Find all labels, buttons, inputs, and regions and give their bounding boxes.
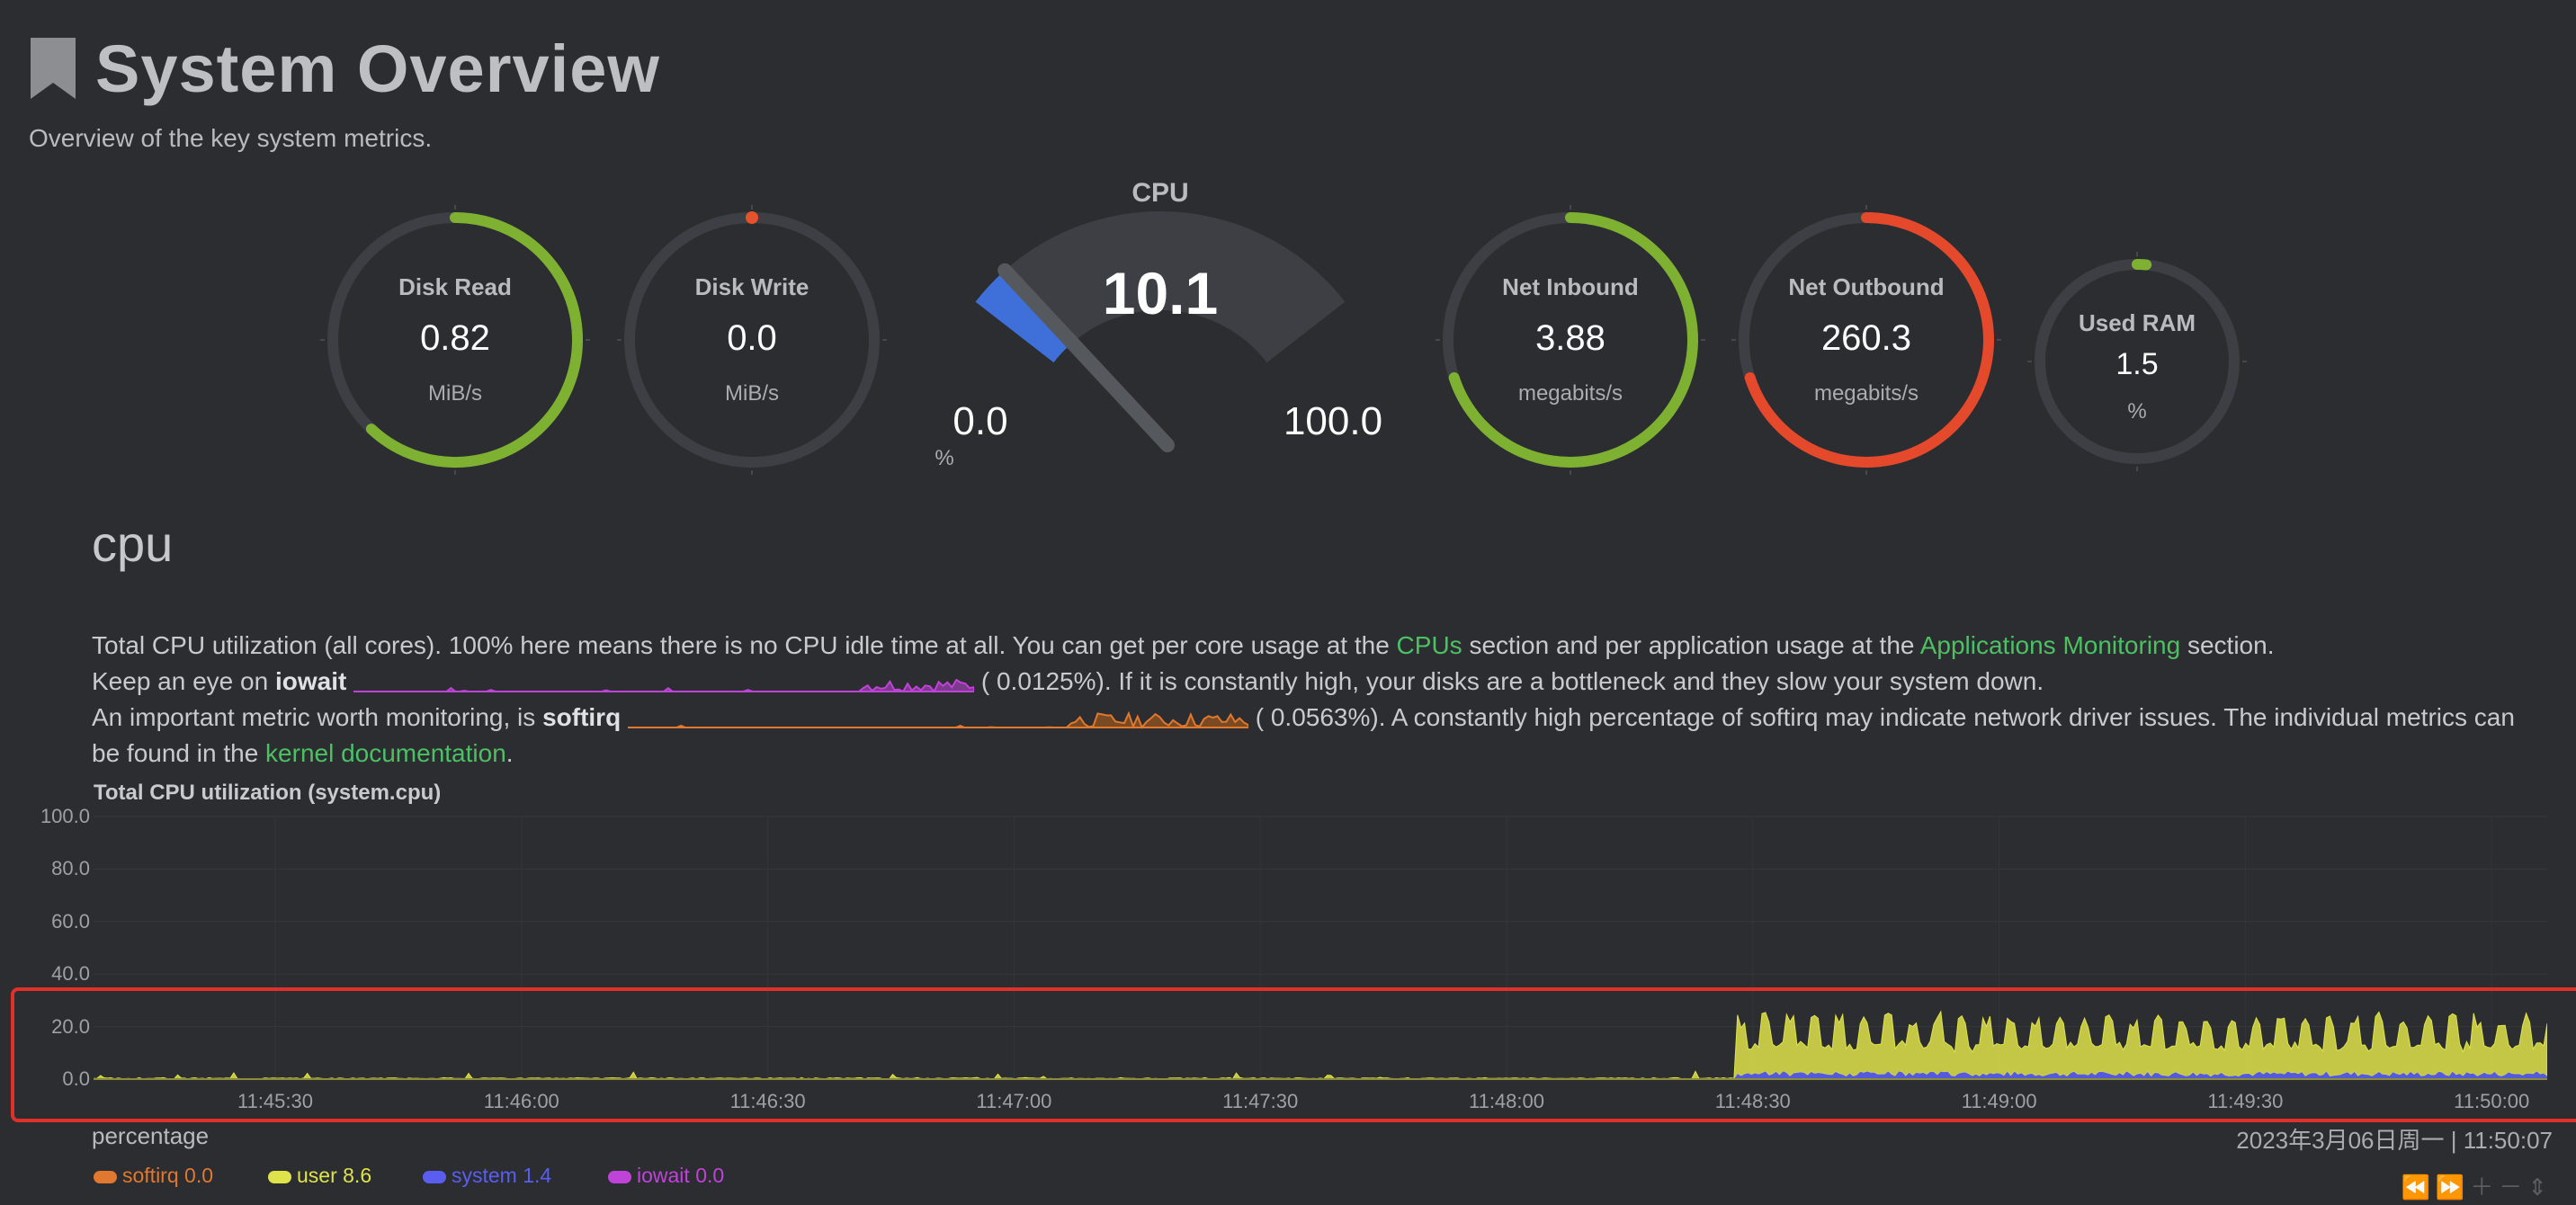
gauge-ring bbox=[617, 205, 887, 475]
cpus-link[interactable]: CPUs bbox=[1396, 631, 1462, 659]
chart-timestamp: 2023年3月06日周一 | 11:50:07 bbox=[2236, 1127, 2553, 1154]
gauge-fill bbox=[1448, 212, 1698, 468]
iowait-sparkline[interactable] bbox=[353, 670, 976, 697]
cpu-utilization-chart[interactable] bbox=[94, 809, 2547, 1088]
x-tick-label: 11:48:00 bbox=[1468, 1090, 1544, 1112]
highlight-box bbox=[11, 987, 2576, 1122]
gauge-fill bbox=[1744, 212, 1994, 468]
gauge-unit: MiB/s bbox=[725, 381, 779, 406]
gauge-value: 0.82 bbox=[420, 318, 490, 358]
text: . bbox=[505, 739, 514, 767]
y-tick-label: 80.0 bbox=[51, 857, 90, 880]
chart-units: percentage bbox=[92, 1122, 210, 1149]
section-title: cpu bbox=[92, 515, 174, 572]
y-tick-label: 20.0 bbox=[51, 1014, 90, 1038]
gauge-fill bbox=[746, 211, 758, 224]
x-tick-label: 11:46:30 bbox=[729, 1090, 806, 1112]
text: An important metric worth monitoring, is bbox=[92, 703, 543, 731]
gauge-value: 3.88 bbox=[1535, 318, 1606, 358]
x-tick-label: 11:47:30 bbox=[1222, 1090, 1299, 1112]
x-tick-label: 11:49:00 bbox=[1961, 1090, 2037, 1112]
legend-swatch bbox=[268, 1170, 291, 1183]
page-title: System Overview bbox=[95, 31, 660, 106]
chart-title: Total CPU utilization (system.cpu) bbox=[94, 781, 442, 805]
cpu-gauge-track bbox=[975, 210, 1346, 363]
y-tick-label: 0.0 bbox=[62, 1067, 90, 1090]
x-tick-label: 11:50:00 bbox=[2454, 1090, 2530, 1112]
legend-item-user[interactable]: user 8.6 bbox=[268, 1164, 371, 1188]
cpu-gauge-min: 0.0 bbox=[953, 399, 1008, 443]
legend-value: 0.0 bbox=[184, 1164, 214, 1187]
y-tick-label: 40.0 bbox=[51, 962, 90, 986]
cpu-gauge-max: 100.0 bbox=[1283, 399, 1383, 443]
cpu-gauge-unit: % bbox=[935, 446, 954, 470]
legend-swatch bbox=[608, 1170, 631, 1183]
y-tick-label: 60.0 bbox=[51, 909, 90, 933]
gauge-ring bbox=[1731, 205, 2001, 475]
text: Keep an eye on bbox=[92, 667, 275, 695]
softirq-label: softirq bbox=[542, 703, 622, 731]
text: be found in the bbox=[92, 739, 266, 767]
gauge-value: 260.3 bbox=[1820, 318, 1912, 358]
legend-item-iowait[interactable]: iowait 0.0 bbox=[608, 1164, 724, 1188]
legend-label: iowait bbox=[637, 1164, 696, 1187]
description-line-4: be found in the kernel documentation. bbox=[92, 739, 514, 768]
legend-swatch bbox=[94, 1170, 117, 1183]
iowait-label: iowait bbox=[274, 667, 347, 695]
cpu-gauge-needle bbox=[997, 263, 1175, 452]
gauge-unit: megabits/s bbox=[1517, 381, 1623, 406]
gauge-fill bbox=[365, 212, 583, 468]
softirq-value: ( 0.0563%) bbox=[1255, 703, 1379, 731]
description-line-3: An important metric worth monitoring, is… bbox=[92, 703, 2515, 733]
gauge-value: 0.0 bbox=[727, 318, 777, 358]
gauge-ring bbox=[320, 205, 590, 475]
legend-swatch bbox=[423, 1170, 446, 1183]
legend-value: 8.6 bbox=[343, 1164, 372, 1187]
gauge-unit: % bbox=[2127, 399, 2147, 424]
text: section and per application usage at the bbox=[1462, 631, 1920, 659]
legend-label: softirq bbox=[122, 1164, 185, 1187]
cpu-gauge-fill bbox=[975, 270, 1071, 363]
legend-value: 0.0 bbox=[695, 1164, 725, 1187]
x-tick-label: 11:45:30 bbox=[237, 1090, 313, 1112]
x-tick-label: 11:48:30 bbox=[1714, 1090, 1791, 1112]
gauge-ring bbox=[1436, 205, 1705, 475]
gauge-value: 1.5 bbox=[2115, 347, 2159, 381]
iowait-value: ( 0.0125%) bbox=[980, 667, 1105, 695]
chart-zoom-controls[interactable]: ⏪⏩＋－⇕ bbox=[2401, 1174, 2553, 1201]
y-tick-label: 100.0 bbox=[40, 805, 90, 827]
description-line-1: Total CPU utilization (all cores). 100% … bbox=[92, 631, 2274, 660]
cpu-gauge-title: CPU bbox=[1131, 178, 1189, 208]
gauge-unit: MiB/s bbox=[428, 381, 482, 406]
text: . A constantly high percentage of softir… bbox=[1378, 703, 2515, 731]
legend-item-system[interactable]: system 1.4 bbox=[423, 1164, 551, 1188]
x-tick-label: 11:49:30 bbox=[2207, 1090, 2284, 1112]
page-subtitle: Overview of the key system metrics. bbox=[29, 124, 433, 152]
applications-monitoring-link[interactable]: Applications Monitoring bbox=[1919, 631, 2181, 659]
legend-item-softirq[interactable]: softirq 0.0 bbox=[94, 1164, 213, 1188]
gauge-unit: megabits/s bbox=[1813, 381, 1919, 406]
description-line-2: Keep an eye on iowait ( 0.0125%). If it … bbox=[92, 667, 2044, 697]
gauge-title: Disk Write bbox=[694, 273, 809, 300]
cpu-gauge[interactable] bbox=[926, 198, 1430, 486]
softirq-sparkline[interactable] bbox=[627, 706, 1249, 733]
x-tick-label: 11:47:00 bbox=[976, 1090, 1052, 1112]
legend-value: 1.4 bbox=[523, 1164, 552, 1187]
legend-label: user bbox=[297, 1164, 344, 1187]
text: . If it is constantly high, your disks a… bbox=[1104, 667, 2044, 695]
gauge-title: Used RAM bbox=[2078, 309, 2196, 336]
bookmark-icon bbox=[31, 38, 76, 99]
gauge-title: Net Outbound bbox=[1788, 273, 1945, 300]
text: Total CPU utilization (all cores). 100% … bbox=[92, 631, 1397, 659]
gauge-ring bbox=[2027, 252, 2247, 471]
series-system-area bbox=[94, 1071, 2547, 1079]
cpu-gauge-value: 10.1 bbox=[1102, 260, 1219, 326]
gauge-title: Disk Read bbox=[398, 273, 512, 300]
kernel-documentation-link[interactable]: kernel documentation bbox=[265, 739, 506, 767]
legend-label: system bbox=[452, 1164, 523, 1187]
text: section. bbox=[2180, 631, 2275, 659]
gauge-title: Net Inbound bbox=[1502, 273, 1639, 300]
x-tick-label: 11:46:00 bbox=[483, 1090, 559, 1112]
